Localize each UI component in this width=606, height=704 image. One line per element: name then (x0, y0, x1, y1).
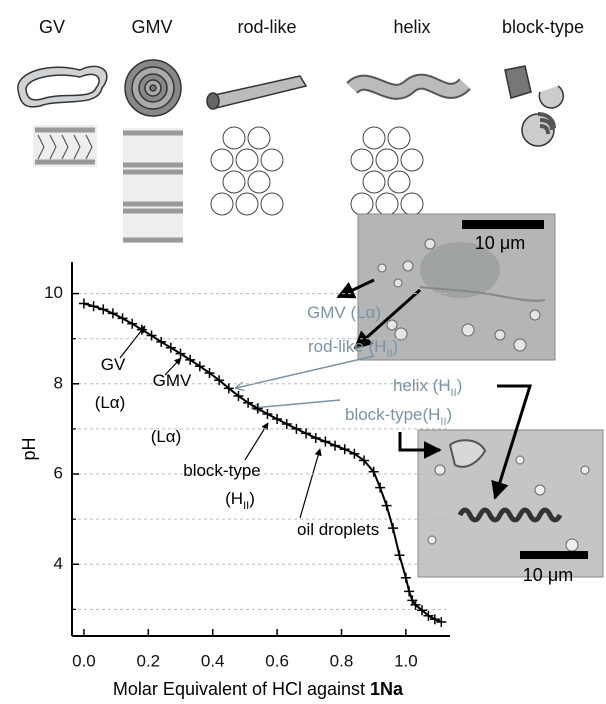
annotation: GV (101, 355, 126, 374)
annotation-text: rod-like (H (308, 337, 386, 356)
annotation: oil droplets (297, 520, 379, 539)
point (382, 501, 392, 511)
micrograph: 10 μm (358, 214, 555, 360)
point (375, 483, 385, 493)
y-tick-label: 6 (54, 464, 63, 483)
point (89, 301, 99, 311)
x-tick-label: 1.0 (394, 651, 418, 670)
x-tick-label: 0.8 (330, 651, 354, 670)
point (394, 550, 404, 560)
annotation-text: block-type (183, 461, 260, 480)
point (401, 573, 411, 583)
point (340, 444, 350, 454)
x-tick-label: 0.0 (72, 651, 96, 670)
x-tick-label: 0.2 (136, 651, 160, 670)
structure-label: helix (393, 17, 430, 37)
point (253, 404, 263, 414)
point (311, 433, 321, 443)
y-tick-label: 8 (54, 373, 63, 392)
annotation-text: oil droplets (297, 520, 379, 539)
point (118, 313, 128, 323)
annotation: block-type(HII) (345, 405, 452, 427)
structure-label: GMV (131, 17, 172, 37)
point (98, 304, 108, 314)
point (291, 424, 301, 434)
annotation: GMV (153, 371, 192, 390)
point (185, 355, 195, 365)
point (176, 349, 186, 359)
annotation: helix (HII) (393, 376, 462, 398)
annotation-text: block-type(H (345, 405, 440, 424)
point (272, 414, 282, 424)
y-tick-label: 10 (44, 283, 63, 302)
annotation-text: (Lα) (95, 393, 126, 412)
annotation: GMV (Lα) (307, 303, 381, 322)
point (79, 299, 89, 309)
annotation-text: ) (447, 405, 453, 424)
point (320, 437, 330, 447)
annotation: (Lα) (151, 427, 182, 446)
point (108, 308, 118, 318)
structure-label: GV (39, 17, 65, 37)
point (262, 409, 272, 419)
annotation-text: ) (457, 376, 463, 395)
x-axis-label-part: Molar Equivalent of HCl against (113, 679, 365, 699)
point (404, 586, 414, 596)
figure: GV GMV rod-like helix block-type (0, 0, 606, 704)
point (147, 331, 157, 341)
point (330, 441, 340, 451)
annotation-text: (Lα) (151, 427, 182, 446)
point (166, 343, 176, 353)
annotation: block-type (183, 461, 260, 480)
point (301, 428, 311, 438)
structure-label: block-type (502, 17, 584, 37)
point (282, 419, 292, 429)
x-tick-label: 0.4 (201, 651, 225, 670)
x-axis-label-part: 1Na (370, 679, 404, 699)
y-tick-label: 4 (54, 554, 63, 573)
point (127, 319, 137, 329)
annotation: (HII) (225, 489, 255, 511)
annotation-text: GV (101, 355, 126, 374)
annotation-text: GMV (Lα) (307, 303, 381, 322)
annotation-text: ) (249, 489, 255, 508)
structure-label: rod-like (237, 17, 296, 37)
x-tick-label: 0.6 (265, 651, 289, 670)
point (436, 617, 446, 627)
annotation-text: (H (225, 489, 243, 508)
annotation-text: ) (393, 337, 399, 356)
scale-label: 10 μm (475, 233, 525, 253)
annotation-text: GMV (153, 371, 192, 390)
y-axis-label: pH (19, 437, 39, 460)
annotation-text: helix (H (393, 376, 451, 395)
scale-label: 10 μm (523, 565, 573, 585)
point (137, 325, 147, 335)
annotation: (Lα) (95, 393, 126, 412)
point (388, 523, 398, 533)
